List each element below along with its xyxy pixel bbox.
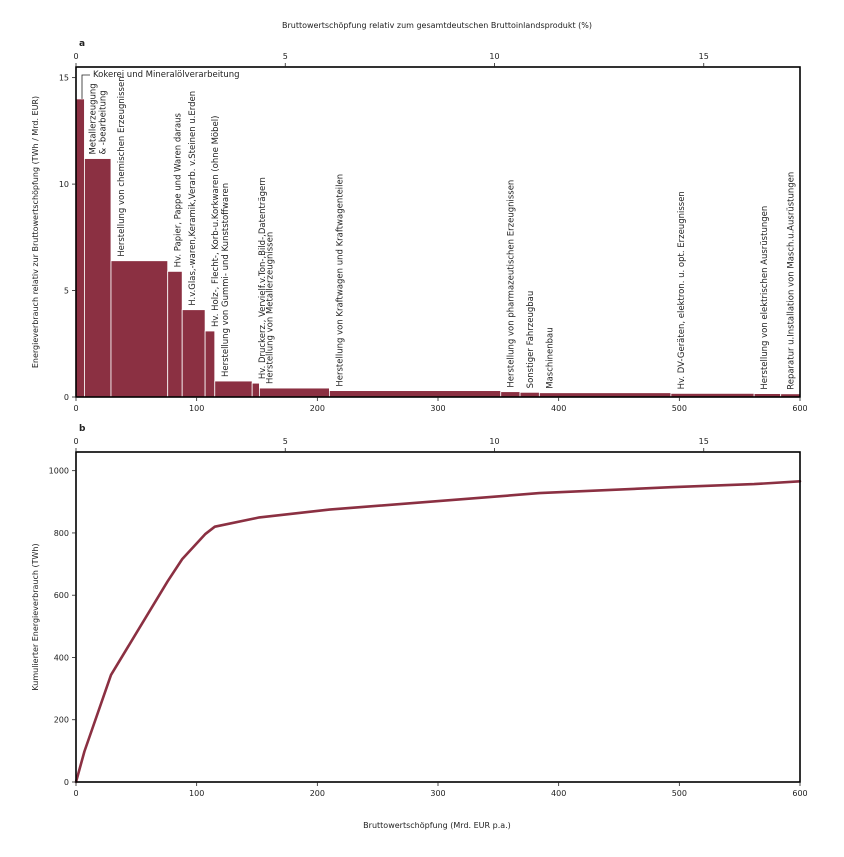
bar-label-12: Sonstiger Fahrzeugbau — [526, 291, 536, 389]
top-tick-label-b-10: 10 — [489, 437, 499, 446]
x-tick-label-b-200: 200 — [310, 789, 325, 798]
panel-label-b: b — [79, 424, 86, 434]
bar-label-leader-1 — [81, 74, 90, 99]
bar-3 — [110, 260, 169, 398]
bar-label-15: Herstellung von elektrischen Ausrüstunge… — [760, 206, 770, 390]
y-tick-label-b-800: 800 — [54, 529, 69, 538]
bar-8 — [251, 382, 260, 398]
top-tick-label-a-10: 10 — [489, 52, 499, 61]
bar-label-1: Kokerei und Mineralölverarbeitung — [93, 70, 240, 80]
bar-4 — [167, 270, 183, 398]
y-tick-label-b-400: 400 — [54, 653, 69, 662]
x-tick-label-b-0: 0 — [73, 789, 78, 798]
bar-9 — [259, 387, 330, 398]
x-tick-label-a-400: 400 — [551, 404, 566, 413]
y-tick-label-a-0: 0 — [64, 393, 69, 402]
y-tick-label-b-600: 600 — [54, 591, 69, 600]
line-series-cumulative — [74, 480, 802, 784]
bar-label-8: Hv. Druckerz., Vervielf.v.Ton-,Bild-,Dat… — [258, 177, 268, 379]
x-tick-label-a-200: 200 — [310, 404, 325, 413]
x-tick-label-b-500: 500 — [672, 789, 687, 798]
y-axis-title-a: Energieverbrauch relativ zur Bruttowerts… — [31, 96, 40, 368]
bar-label-13: Maschinenbau — [545, 327, 555, 388]
bar-2 — [84, 158, 112, 398]
top-tick-label-b-5: 5 — [283, 437, 288, 446]
bar-label-11: Herstellung von pharmazeutischen Erzeugn… — [507, 180, 517, 388]
panel-label-a: a — [79, 39, 85, 49]
bar-label-10: Herstellung von Kraftwagen und Kraftwage… — [335, 174, 345, 387]
bar-label-2-line1: Metallerzeugung — [88, 83, 98, 154]
bar-label-4: Hv. Papier, Pappe und Waren daraus — [174, 112, 184, 267]
bar-label-3: Herstellung von chemischen Erzeugnissen — [117, 76, 127, 256]
x-tick-label-a-500: 500 — [672, 404, 687, 413]
bar-10 — [328, 390, 502, 398]
top-axis-title: Bruttowertschöpfung relativ zum gesamtde… — [282, 21, 592, 30]
y-tick-label-a-10: 10 — [59, 180, 69, 189]
x-tick-label-a-300: 300 — [430, 404, 445, 413]
y-tick-label-a-5: 5 — [64, 287, 69, 296]
bar-1 — [75, 98, 85, 398]
bar-label-14: Hv. DV-Geräten, elektron. u. opt. Erzeug… — [677, 191, 687, 389]
top-tick-label-a-15: 15 — [699, 52, 709, 61]
x-tick-label-a-100: 100 — [189, 404, 204, 413]
top-tick-label-a-0: 0 — [73, 52, 78, 61]
bar-label-6: Hv. Holz-, Flecht-, Korb-u.Korkwaren (oh… — [211, 116, 221, 327]
y-tick-label-b-1000: 1000 — [49, 467, 69, 476]
bar-label-2-line2: & -bearbeitung — [98, 90, 108, 154]
y-tick-label-a-15: 15 — [59, 74, 69, 83]
bar-label-7: Herstellung von Gummi- und Kunststoffwar… — [221, 183, 231, 377]
top-tick-label-b-0: 0 — [73, 437, 78, 446]
y-tick-label-b-0: 0 — [64, 778, 69, 787]
x-tick-label-a-0: 0 — [73, 404, 78, 413]
bar-label-5: H.v.Glas,-waren,Keramik,Verarb. v.Steine… — [188, 91, 198, 306]
x-tick-label-b-400: 400 — [551, 789, 566, 798]
bottom-axis-title: Bruttowertschöpfung (Mrd. EUR p.a.) — [363, 821, 511, 830]
y-tick-label-b-200: 200 — [54, 716, 69, 725]
top-tick-label-b-15: 15 — [699, 437, 709, 446]
x-tick-label-a-600: 600 — [792, 404, 807, 413]
x-tick-label-b-300: 300 — [430, 789, 445, 798]
bar-label-16: Reparatur u.Installation von Masch.u.Aus… — [787, 172, 797, 390]
x-tick-label-b-100: 100 — [189, 789, 204, 798]
x-tick-label-b-600: 600 — [792, 789, 807, 798]
bar-5 — [181, 309, 206, 398]
top-tick-label-a-5: 5 — [283, 52, 288, 61]
y-axis-title-b: Kumulierter Energieverbrauch (TWh) — [31, 543, 40, 690]
bar-7 — [214, 380, 253, 398]
bar-6 — [204, 330, 216, 398]
bar-label-9: Herstellung von Metallerzeugnissen — [265, 232, 275, 384]
